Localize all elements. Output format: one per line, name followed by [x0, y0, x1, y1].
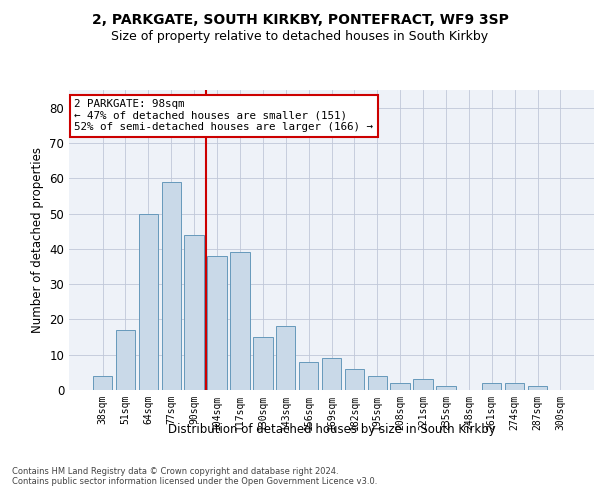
Text: 2 PARKGATE: 98sqm
← 47% of detached houses are smaller (151)
52% of semi-detache: 2 PARKGATE: 98sqm ← 47% of detached hous… [74, 99, 373, 132]
Bar [299, 362, 319, 390]
Bar [116, 330, 135, 390]
Text: Contains public sector information licensed under the Open Government Licence v3: Contains public sector information licen… [12, 477, 377, 486]
Bar [208, 256, 227, 390]
Bar [505, 383, 524, 390]
Bar [139, 214, 158, 390]
Bar [276, 326, 295, 390]
Bar [413, 380, 433, 390]
Text: Contains HM Land Registry data © Crown copyright and database right 2024.: Contains HM Land Registry data © Crown c… [12, 467, 338, 476]
Bar [184, 234, 204, 390]
Bar [391, 383, 410, 390]
Bar [368, 376, 387, 390]
Text: Size of property relative to detached houses in South Kirkby: Size of property relative to detached ho… [112, 30, 488, 43]
Y-axis label: Number of detached properties: Number of detached properties [31, 147, 44, 333]
Bar [230, 252, 250, 390]
Text: 2, PARKGATE, SOUTH KIRKBY, PONTEFRACT, WF9 3SP: 2, PARKGATE, SOUTH KIRKBY, PONTEFRACT, W… [92, 12, 508, 26]
Text: Distribution of detached houses by size in South Kirkby: Distribution of detached houses by size … [168, 422, 496, 436]
Bar [436, 386, 455, 390]
Bar [253, 337, 272, 390]
Bar [161, 182, 181, 390]
Bar [528, 386, 547, 390]
Bar [322, 358, 341, 390]
Bar [482, 383, 502, 390]
Bar [344, 369, 364, 390]
Bar [93, 376, 112, 390]
